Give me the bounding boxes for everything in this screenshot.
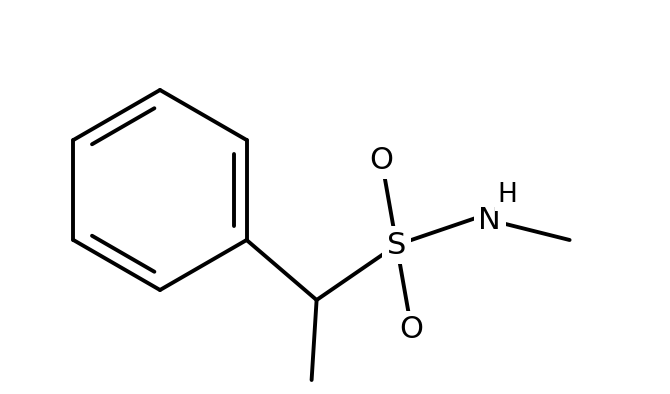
Text: S: S bbox=[387, 230, 406, 260]
Text: O: O bbox=[370, 145, 393, 175]
Text: H: H bbox=[498, 182, 517, 208]
Text: O: O bbox=[399, 316, 423, 344]
Text: N: N bbox=[478, 206, 501, 234]
